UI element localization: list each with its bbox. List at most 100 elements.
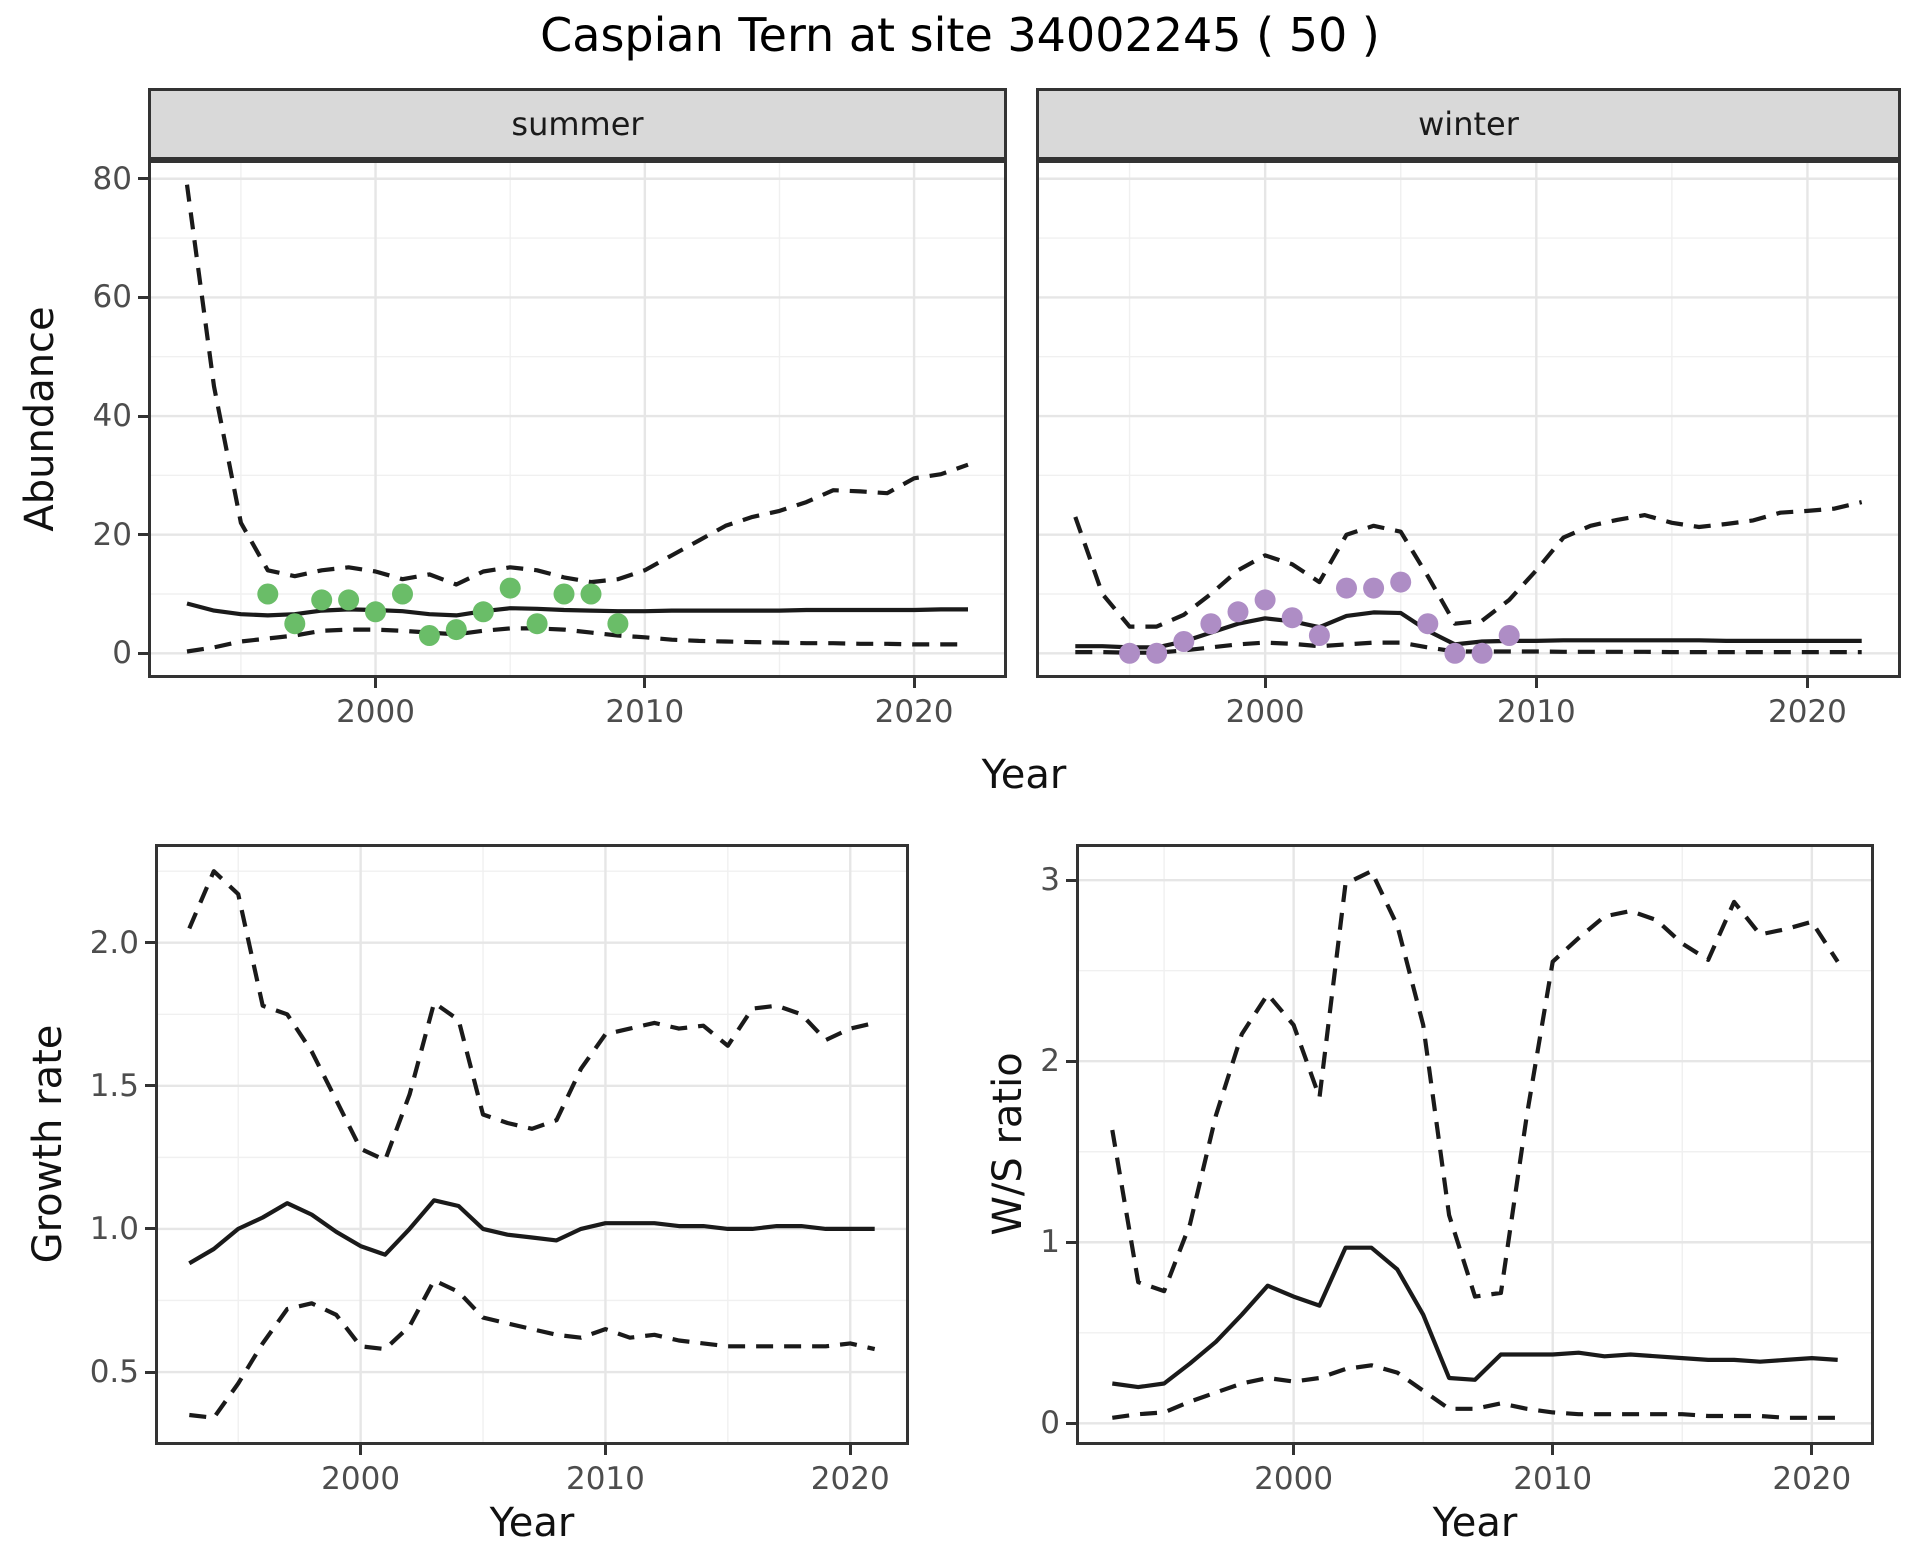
y-tick-mark bbox=[1066, 1240, 1076, 1244]
x-tick-mark bbox=[1805, 678, 1809, 688]
y-tick-label: 1.0 bbox=[89, 1210, 139, 1247]
panel-border bbox=[1076, 844, 1874, 1445]
growth-year-axis-title: Year bbox=[489, 1500, 575, 1546]
obs-point bbox=[284, 613, 306, 635]
x-tick-label: 2010 bbox=[1513, 1461, 1593, 1497]
summer-abundance-chart bbox=[148, 160, 1007, 678]
obs-point bbox=[365, 601, 386, 623]
x-tick-mark bbox=[1810, 1445, 1814, 1455]
obs-point bbox=[553, 583, 575, 605]
facet-strip-label: summer bbox=[511, 105, 644, 143]
fit-line bbox=[186, 601, 968, 618]
y-tick-mark bbox=[1066, 878, 1076, 882]
x-tick-mark bbox=[603, 1445, 607, 1455]
x-tick-mark bbox=[643, 678, 647, 688]
x-tick-mark bbox=[1263, 678, 1267, 688]
ws-year-axis-title: Year bbox=[1432, 1500, 1518, 1546]
obs-point bbox=[580, 583, 602, 605]
y-tick-label: 60 bbox=[92, 279, 132, 316]
y-tick-label: 2.0 bbox=[89, 924, 139, 961]
obs-point bbox=[1254, 589, 1276, 611]
y-tick-mark bbox=[138, 414, 148, 418]
obs-point bbox=[472, 601, 494, 623]
x-tick-label: 2020 bbox=[1767, 694, 1847, 730]
x-tick-label: 2020 bbox=[810, 1461, 890, 1497]
lower-line bbox=[186, 626, 968, 654]
x-tick-mark bbox=[359, 1445, 363, 1455]
lower-line bbox=[1112, 1363, 1838, 1420]
fit-line bbox=[1112, 1245, 1838, 1390]
x-tick-label: 2000 bbox=[336, 694, 415, 730]
obs-point bbox=[1417, 613, 1439, 635]
fit-line bbox=[188, 1198, 875, 1266]
x-tick-label: 2020 bbox=[1772, 1461, 1852, 1497]
y-tick-mark bbox=[138, 651, 148, 655]
obs-point bbox=[1471, 642, 1493, 664]
y-tick-label: 0 bbox=[112, 635, 132, 672]
obs-point bbox=[1336, 577, 1357, 599]
obs-point bbox=[1308, 625, 1330, 646]
obs-point bbox=[257, 583, 279, 605]
x-tick-mark bbox=[848, 1445, 852, 1455]
obs-point bbox=[526, 613, 548, 635]
panel-border bbox=[155, 844, 909, 1445]
x-tick-mark bbox=[1551, 1445, 1555, 1455]
upper-line bbox=[1073, 500, 1863, 629]
x-tick-label: 2010 bbox=[605, 694, 685, 730]
obs-point bbox=[1200, 613, 1222, 635]
obs-point bbox=[338, 589, 360, 611]
lower-line bbox=[189, 1278, 876, 1420]
y-tick-mark bbox=[145, 1370, 155, 1374]
x-tick-label: 2020 bbox=[874, 694, 954, 730]
obs-point bbox=[1227, 601, 1249, 623]
y-tick-label: 2 bbox=[1040, 1043, 1060, 1080]
x-tick-label: 2010 bbox=[1496, 694, 1576, 730]
x-tick-label: 2000 bbox=[1254, 1461, 1334, 1497]
y-tick-mark bbox=[1066, 1059, 1076, 1063]
obs-point bbox=[1146, 642, 1168, 664]
x-tick-mark bbox=[1292, 1445, 1296, 1455]
top-year-axis-title: Year bbox=[981, 752, 1067, 798]
panel-border bbox=[148, 160, 1007, 678]
obs-point bbox=[445, 619, 467, 641]
obs-point bbox=[1281, 607, 1303, 629]
y-tick-mark bbox=[145, 941, 155, 945]
obs-point bbox=[1390, 571, 1412, 593]
plot-title: Caspian Tern at site 34002245 ( 50 ) bbox=[540, 8, 1380, 62]
obs-point bbox=[1173, 631, 1195, 652]
y-tick-mark bbox=[138, 177, 148, 181]
obs-point bbox=[418, 625, 440, 646]
obs-point bbox=[1119, 642, 1141, 664]
y-tick-label: 3 bbox=[1040, 862, 1060, 899]
upper-line bbox=[184, 184, 969, 587]
growth-rate-chart bbox=[155, 844, 909, 1445]
upper-line bbox=[1110, 869, 1840, 1299]
x-tick-label: 2000 bbox=[1225, 694, 1305, 730]
obs-point bbox=[1498, 625, 1520, 646]
upper-line bbox=[187, 869, 876, 1163]
panel-border bbox=[1036, 160, 1901, 678]
y-tick-label: 1.5 bbox=[89, 1067, 139, 1104]
fit-line bbox=[1075, 610, 1862, 650]
y-tick-label: 20 bbox=[92, 516, 132, 553]
y-tick-mark bbox=[138, 533, 148, 537]
y-tick-mark bbox=[138, 295, 148, 299]
obs-point bbox=[607, 613, 629, 635]
y-tick-label: 0.5 bbox=[89, 1354, 139, 1391]
facet-strip-summer: summer bbox=[148, 88, 1007, 160]
x-tick-label: 2010 bbox=[565, 1461, 645, 1497]
y-tick-mark bbox=[145, 1084, 155, 1088]
obs-point bbox=[1363, 577, 1385, 599]
obs-point bbox=[1444, 642, 1466, 664]
facet-strip-label: winter bbox=[1418, 105, 1519, 143]
x-tick-mark bbox=[912, 678, 916, 688]
winter-abundance-chart bbox=[1036, 160, 1901, 678]
y-tick-mark bbox=[145, 1227, 155, 1231]
ws-ratio-chart bbox=[1076, 844, 1874, 1445]
obs-point bbox=[499, 577, 521, 599]
lower-line bbox=[1075, 640, 1862, 655]
facet-strip-winter: winter bbox=[1036, 88, 1901, 160]
y-tick-label: 0 bbox=[1040, 1405, 1060, 1442]
obs-point bbox=[311, 589, 333, 611]
